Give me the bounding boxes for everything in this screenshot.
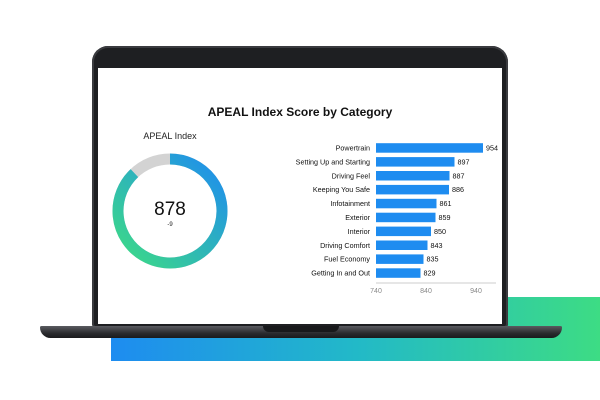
x-tick-label: 840	[420, 288, 432, 295]
chart-title: APEAL Index Score by Category	[207, 105, 393, 119]
value-label: 954	[486, 143, 498, 152]
category-label: Setting Up and Starting	[296, 157, 370, 166]
value-label: 886	[452, 185, 464, 194]
value-label: 843	[431, 241, 443, 250]
gauge-title: APEAL Index	[143, 131, 197, 141]
value-label: 887	[453, 171, 465, 180]
laptop-screen: APEAL Index Score by Category APEAL Inde…	[98, 68, 502, 324]
gauge-delta: -9	[167, 222, 173, 228]
category-label: Fuel Economy	[324, 255, 370, 264]
category-label: Driving Comfort	[320, 241, 370, 250]
bar	[376, 184, 449, 195]
bar	[376, 157, 455, 167]
value-label: 859	[439, 213, 451, 222]
value-label: 829	[424, 269, 436, 278]
bar	[376, 198, 437, 209]
value-label: 835	[427, 255, 439, 264]
laptop-base	[40, 326, 562, 338]
bar	[376, 171, 450, 181]
category-label: Exterior	[345, 213, 370, 222]
category-label: Interior	[348, 227, 371, 236]
category-label: Getting In and Out	[311, 269, 370, 278]
gauge-value: 878	[154, 199, 186, 220]
category-label: Keeping You Safe	[313, 185, 370, 194]
bar	[376, 143, 483, 153]
gauge-value-arc	[112, 153, 228, 269]
category-label: Driving Feel	[332, 171, 371, 180]
value-label: 897	[458, 157, 470, 166]
category-label: Infotainment	[330, 199, 370, 208]
gauge-chart	[112, 153, 228, 269]
bar	[376, 254, 424, 264]
x-tick-label: 740	[370, 288, 382, 295]
value-label: 850	[434, 227, 446, 236]
x-tick-label: 940	[470, 288, 482, 295]
bar-chart: Powertrain 954 Setting Up and Starting 897 D…	[296, 143, 498, 295]
bar	[376, 226, 431, 237]
value-label: 861	[440, 199, 452, 208]
category-label: Powertrain	[336, 143, 370, 152]
laptop-notch	[263, 326, 339, 332]
bar	[376, 212, 436, 223]
bar	[376, 268, 421, 278]
bar	[376, 240, 428, 250]
